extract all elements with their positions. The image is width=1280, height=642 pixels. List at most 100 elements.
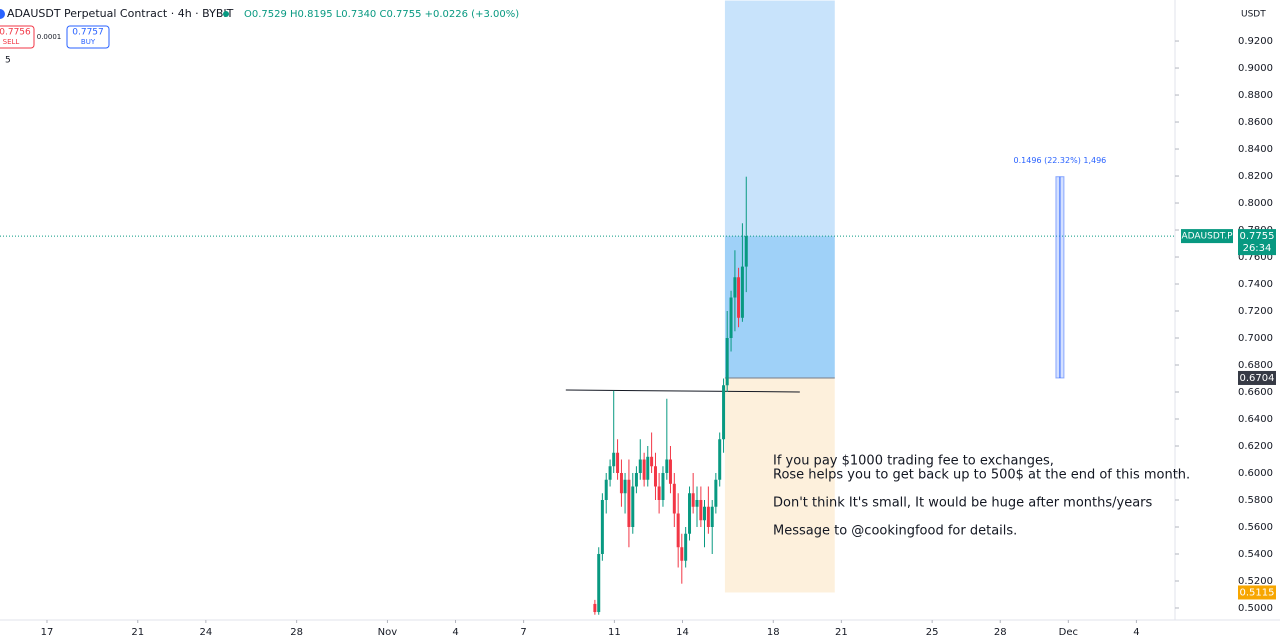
x-tick-label: 24 bbox=[199, 627, 212, 638]
countdown: 26:34 bbox=[1243, 243, 1272, 254]
candle-body bbox=[642, 459, 646, 480]
buy-price: 0.7757 bbox=[72, 28, 104, 38]
y-tick-label: 0.7000 bbox=[1238, 333, 1273, 344]
candle-body bbox=[680, 547, 684, 561]
candle-body bbox=[634, 472, 638, 487]
candle-body bbox=[691, 493, 695, 507]
annotation: If you pay $1000 trading fee to exchange… bbox=[773, 454, 1054, 469]
annotation: Message to @cookingfood for details. bbox=[773, 524, 1017, 539]
x-tick-label: 4 bbox=[1133, 627, 1139, 638]
candle-body bbox=[672, 483, 676, 514]
candle-body bbox=[646, 456, 650, 480]
x-tick-label: 21 bbox=[131, 627, 144, 638]
target-zone bbox=[724, 0, 835, 237]
candle-body bbox=[600, 499, 604, 554]
candle-body bbox=[688, 493, 692, 534]
candle-body bbox=[661, 472, 665, 500]
stop-price-label: 0.5115 bbox=[1240, 587, 1275, 598]
x-tick-label: 11 bbox=[608, 627, 621, 638]
candle-body bbox=[676, 513, 680, 548]
candle-body bbox=[638, 459, 642, 473]
x-tick-label: 21 bbox=[835, 627, 848, 638]
x-tick-label: 25 bbox=[926, 627, 939, 638]
candle-body bbox=[593, 603, 597, 613]
y-tick-label: 0.6400 bbox=[1238, 414, 1273, 425]
y-tick-label: 0.5000 bbox=[1238, 603, 1273, 614]
candle-body bbox=[737, 277, 741, 318]
stop-price-box bbox=[1238, 585, 1276, 600]
candle-body bbox=[665, 459, 669, 473]
currency[interactable]: USDT bbox=[1241, 10, 1266, 20]
y-tick-label: 0.9200 bbox=[1238, 36, 1273, 47]
candle-body bbox=[725, 338, 729, 386]
candle-body bbox=[627, 479, 631, 527]
annotation: Don't think It's small, It would be huge… bbox=[773, 496, 1153, 511]
y-tick-label: 0.7600 bbox=[1238, 252, 1273, 263]
y-tick-label: 0.5400 bbox=[1238, 549, 1273, 560]
y-tick-label: 0.9000 bbox=[1238, 63, 1273, 74]
y-tick-label: 0.7200 bbox=[1238, 306, 1273, 317]
ohlc: O0.7529 H0.8195 L0.7340 C0.7755 +0.0226 … bbox=[244, 9, 519, 20]
y-tick-label: 0.8200 bbox=[1238, 171, 1273, 182]
title: ADAUSDT Perpetual Contract · 4h · BYBIT bbox=[7, 7, 234, 20]
y-tick-label: 0.5600 bbox=[1238, 522, 1273, 533]
candle-body bbox=[623, 479, 627, 494]
sell-button[interactable] bbox=[0, 25, 35, 49]
candle-body bbox=[631, 486, 635, 527]
candle-body bbox=[722, 385, 726, 440]
y-tick-label: 0.6200 bbox=[1238, 441, 1273, 452]
entry-price-box bbox=[1238, 370, 1276, 385]
annotation: Rose helps you to get back up to 500$ at… bbox=[773, 468, 1190, 483]
entry-price-label: 0.6704 bbox=[1240, 373, 1275, 384]
x-tick-label: 7 bbox=[520, 627, 526, 638]
plot bbox=[0, 0, 1175, 615]
candle-body bbox=[710, 506, 714, 527]
last-price-label: 0.7755 bbox=[1240, 231, 1275, 242]
x-tick-label: 4 bbox=[452, 627, 458, 638]
y-tick-label: 0.7400 bbox=[1238, 279, 1273, 290]
x-tick-label: 18 bbox=[767, 627, 780, 638]
y-tick-label: 0.6800 bbox=[1238, 360, 1273, 371]
candle-body bbox=[684, 533, 688, 561]
trend-line bbox=[565, 389, 800, 393]
candle-body bbox=[744, 236, 748, 267]
candle-body bbox=[668, 459, 672, 484]
x-tick-label: Dec bbox=[1059, 627, 1078, 638]
buy-button[interactable] bbox=[66, 25, 110, 49]
y-tick-label: 0.8400 bbox=[1238, 144, 1273, 155]
candle-body bbox=[740, 266, 744, 318]
y-tick-label: 0.6000 bbox=[1238, 468, 1273, 479]
x-tick-label: 17 bbox=[41, 627, 54, 638]
y-tick-label: 0.6600 bbox=[1238, 387, 1273, 398]
y-tick-label: 0.5200 bbox=[1238, 576, 1273, 587]
status-dot bbox=[223, 11, 229, 17]
spread: 0.0001 bbox=[37, 33, 62, 41]
qty: 5 bbox=[5, 56, 11, 66]
candle-body bbox=[706, 506, 710, 527]
y-tick-label: 0.8800 bbox=[1238, 90, 1273, 101]
sell-label: SELL bbox=[3, 38, 20, 46]
buy-label: BUY bbox=[81, 38, 96, 46]
stop-zone bbox=[724, 377, 835, 593]
x-tick-label: 28 bbox=[290, 627, 303, 638]
candle-body bbox=[608, 466, 612, 480]
candle-body bbox=[653, 466, 657, 487]
candle-body bbox=[703, 506, 707, 521]
candle-body bbox=[616, 452, 620, 473]
last-price-box bbox=[1238, 229, 1276, 256]
candle-body bbox=[714, 479, 718, 507]
candle-body bbox=[597, 553, 601, 613]
candle-body bbox=[718, 439, 722, 480]
candle-body bbox=[612, 452, 616, 467]
logo bbox=[0, 9, 5, 19]
candle-body bbox=[729, 297, 733, 339]
candle-body bbox=[733, 277, 737, 298]
candle-body bbox=[657, 486, 661, 500]
candle-body bbox=[699, 499, 703, 521]
x-tick-label: Nov bbox=[378, 627, 398, 638]
x-tick-label: 28 bbox=[994, 627, 1007, 638]
candle-body bbox=[695, 499, 699, 507]
y-tick-label: 0.8000 bbox=[1238, 198, 1273, 209]
